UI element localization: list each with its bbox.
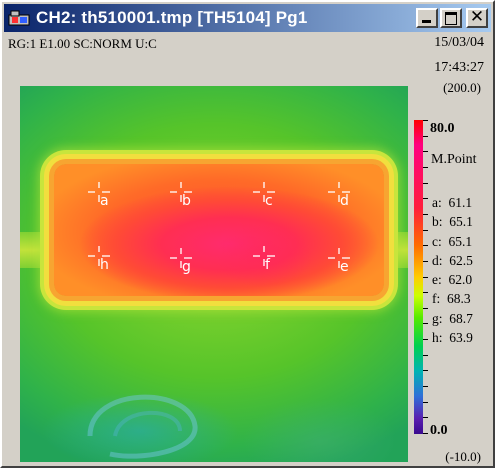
- mp-value: 61.1: [448, 195, 473, 210]
- measurement-point-label: b: [182, 193, 191, 209]
- measurement-points-title: M.Point: [431, 152, 477, 167]
- measurement-point-marker-h[interactable]: h: [88, 246, 114, 280]
- color-scale-ticks: [423, 120, 428, 434]
- minimize-button[interactable]: [416, 8, 438, 28]
- range-lower-limit: (-10.0): [445, 449, 481, 464]
- mp-row-c: c: 65.1: [432, 233, 473, 249]
- maximize-button[interactable]: [440, 8, 462, 28]
- crosshair-icon: [328, 182, 350, 202]
- measurement-point-list: a: 61.1 b: 65.1 c: 65.1 d: 62.5 e: 62.0 …: [432, 193, 473, 347]
- thermal-image[interactable]: a b c d e f g h: [20, 86, 408, 462]
- crosshair-icon: [88, 246, 110, 266]
- window-title: CH2: th510001.tmp [TH5104] Pg1: [36, 8, 308, 27]
- measurement-point-marker-d[interactable]: d: [328, 182, 354, 216]
- mp-value: 68.7: [449, 310, 473, 326]
- crosshair-icon: [253, 246, 275, 266]
- capture-date: 15/03/04: [434, 35, 484, 50]
- measurement-point-label: e: [340, 259, 349, 275]
- measurement-point-label: c: [265, 193, 273, 209]
- measurement-point-marker-g[interactable]: g: [170, 248, 196, 282]
- mp-value: 68.3: [447, 291, 471, 307]
- measurement-point-label: a: [100, 193, 109, 209]
- mp-value: 63.9: [449, 330, 473, 346]
- mp-row-e: e: 62.0: [432, 272, 473, 288]
- thermal-camera-icon[interactable]: [8, 9, 30, 27]
- mp-value: 62.0: [448, 272, 473, 288]
- mp-value: 65.1: [449, 214, 473, 230]
- scale-min-label: 0.0: [430, 423, 448, 438]
- capture-time: 17:43:27: [434, 60, 484, 75]
- crosshair-icon: [328, 248, 350, 268]
- measurement-point-marker-c[interactable]: c: [253, 182, 279, 216]
- crosshair-icon: [170, 248, 192, 268]
- measurement-point-marker-b[interactable]: b: [170, 182, 196, 216]
- mp-id: b: [432, 214, 439, 230]
- title-buttons: ✕: [416, 7, 488, 28]
- heater-lead-left: [20, 232, 50, 268]
- mp-value: 65.1: [448, 233, 473, 249]
- measurement-point-label: f: [265, 257, 270, 273]
- mp-id: d: [432, 252, 439, 268]
- mp-row-g: g: 68.7: [432, 310, 473, 326]
- mp-value: 62.5: [449, 252, 473, 268]
- mp-row-a: a: 61.1: [432, 195, 473, 210]
- mp-id: c: [432, 233, 438, 249]
- mp-row-f: f: 68.3: [432, 291, 471, 307]
- crosshair-icon: [170, 182, 192, 202]
- mp-row-b: b: 65.1: [432, 214, 473, 230]
- measurement-point-marker-a[interactable]: a: [88, 182, 114, 216]
- mp-id: h: [432, 330, 439, 346]
- measurement-point-marker-e[interactable]: e: [328, 248, 354, 282]
- heated-plate: [54, 164, 384, 296]
- measurement-point-label: h: [100, 257, 109, 273]
- maximize-icon: [445, 12, 457, 25]
- close-button[interactable]: ✕: [466, 7, 488, 28]
- mp-id: f: [432, 291, 437, 307]
- mp-id: a: [432, 195, 438, 210]
- color-scale-bar: [414, 120, 423, 434]
- title-bar[interactable]: CH2: th510001.tmp [TH5104] Pg1 ✕: [4, 4, 491, 32]
- crosshair-icon: [253, 182, 275, 202]
- range-upper-limit: (200.0): [443, 80, 481, 95]
- mp-id: e: [432, 272, 438, 288]
- minimize-icon: [422, 20, 431, 23]
- cable-overlay: [87, 394, 198, 459]
- measurement-point-label: d: [340, 193, 349, 209]
- close-icon: ✕: [469, 7, 485, 27]
- mp-id: g: [432, 310, 439, 326]
- crosshair-icon: [88, 182, 110, 202]
- measurement-point-marker-f[interactable]: f: [253, 246, 279, 280]
- mp-row-h: h: 63.9: [432, 330, 473, 346]
- scale-max-label: 80.0: [430, 121, 455, 136]
- mp-row-d: d: 62.5: [432, 252, 473, 268]
- camera-settings-info: RG:1 E1.00 SC:NORM U:C: [8, 36, 157, 51]
- measurement-point-label: g: [182, 259, 191, 275]
